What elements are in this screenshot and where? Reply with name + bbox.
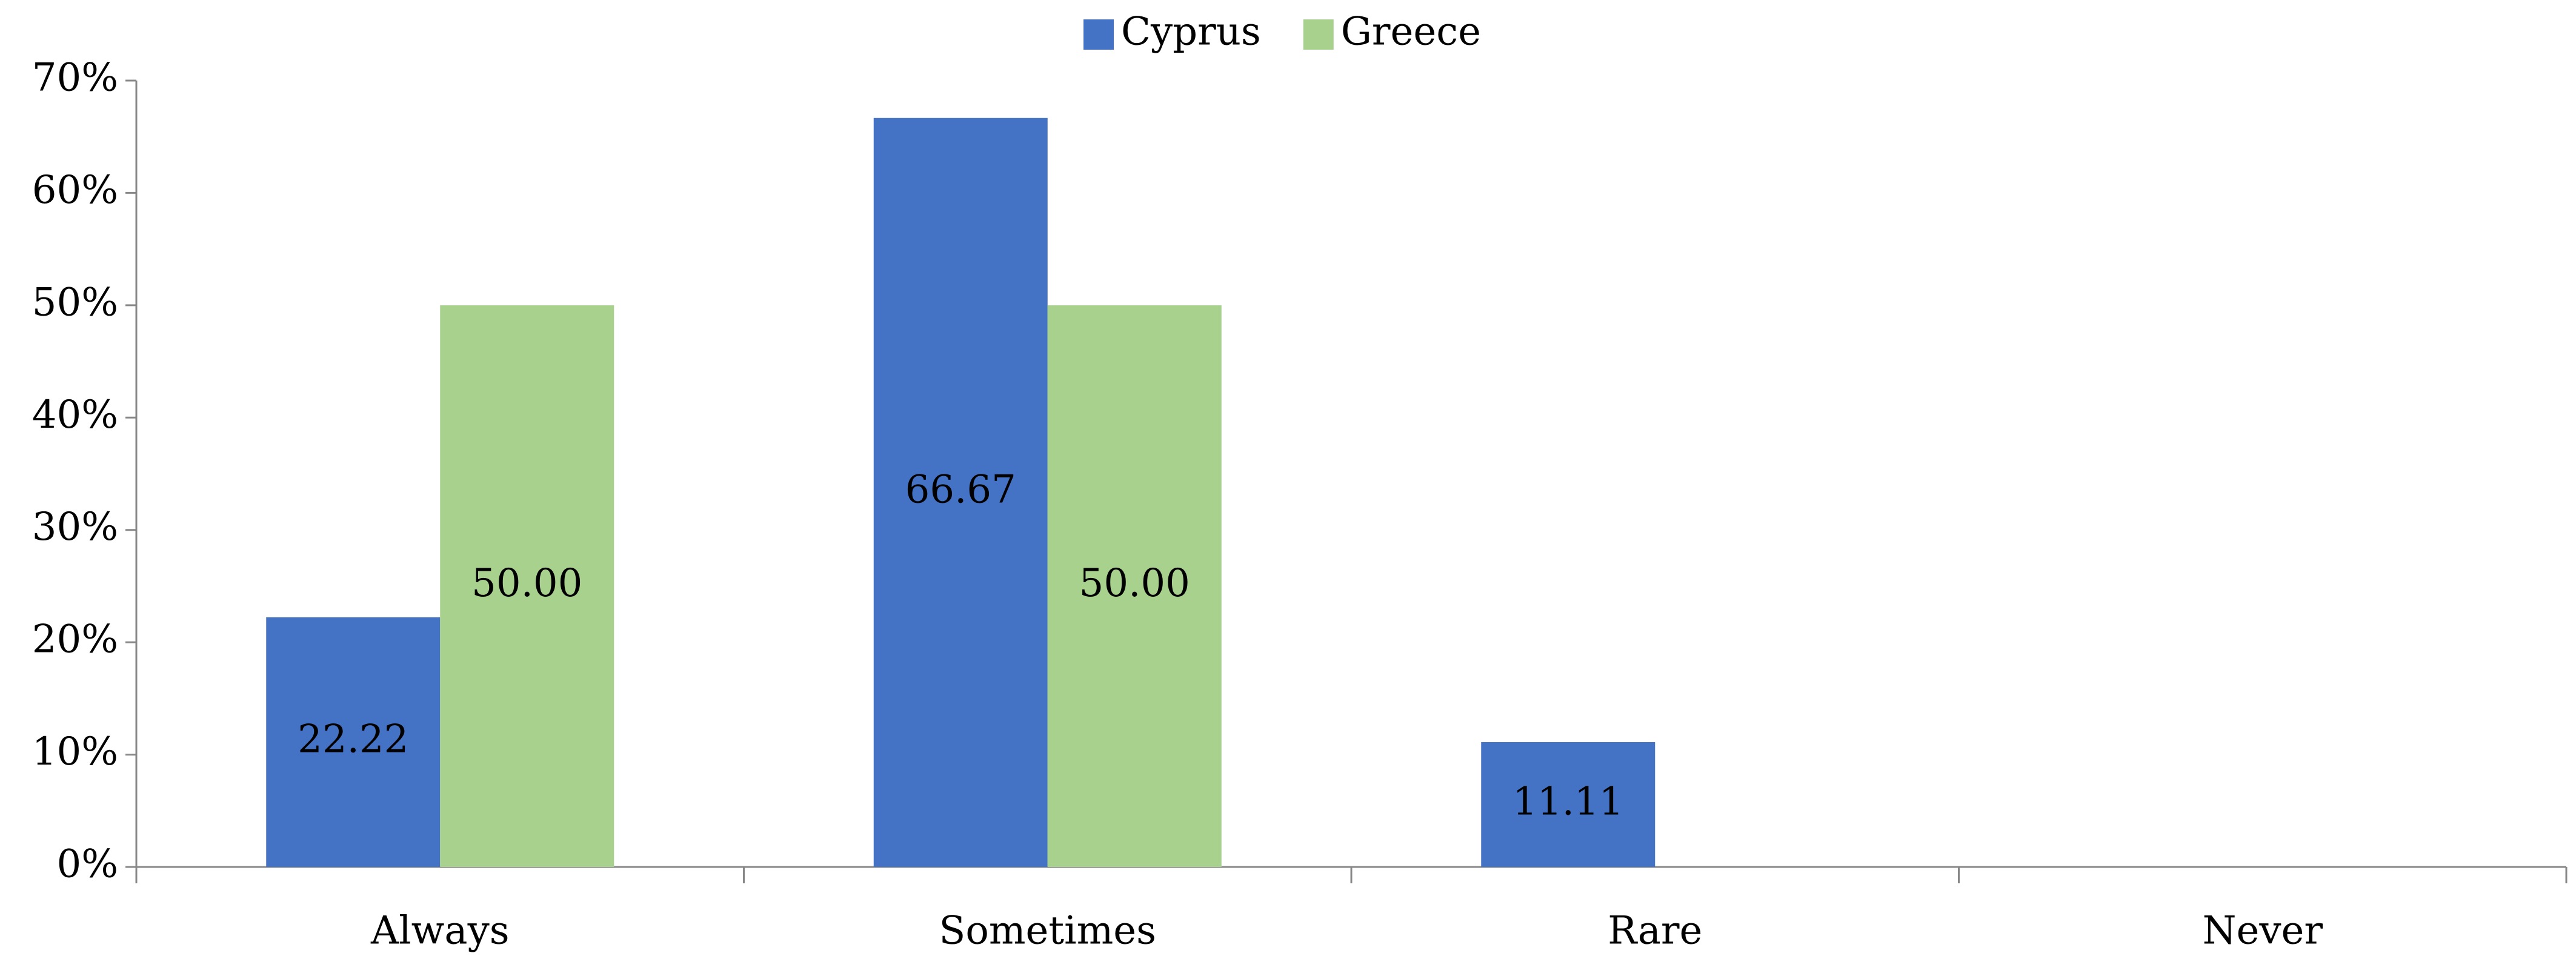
legend-label: Greece [1341, 10, 1481, 55]
y-tick-label: 0% [56, 842, 118, 887]
y-tick-label: 70% [32, 56, 118, 101]
bar [1047, 305, 1222, 867]
data-label: 50.00 [1079, 561, 1190, 606]
bar [266, 617, 441, 867]
data-label: 11.11 [1513, 779, 1623, 824]
x-tick-label: Rare [1608, 909, 1702, 954]
bar [1481, 742, 1656, 867]
x-tick-label: Sometimes [939, 909, 1156, 954]
legend-swatch [1083, 19, 1114, 50]
data-label: 66.67 [905, 467, 1016, 512]
legend-label: Cyprus [1121, 10, 1261, 55]
y-tick-label: 40% [32, 393, 118, 437]
data-label: 22.22 [298, 717, 408, 762]
x-tick-label: Never [2203, 909, 2323, 954]
bar [873, 118, 1048, 868]
legend-swatch [1303, 19, 1334, 50]
data-label: 50.00 [471, 561, 582, 606]
y-tick-label: 50% [32, 280, 118, 325]
x-tick-label: Always [370, 909, 510, 954]
y-tick-label: 30% [32, 505, 118, 549]
y-tick-label: 20% [32, 617, 118, 662]
y-tick-label: 10% [32, 729, 118, 774]
bar [440, 305, 614, 867]
y-tick-label: 60% [32, 168, 118, 213]
